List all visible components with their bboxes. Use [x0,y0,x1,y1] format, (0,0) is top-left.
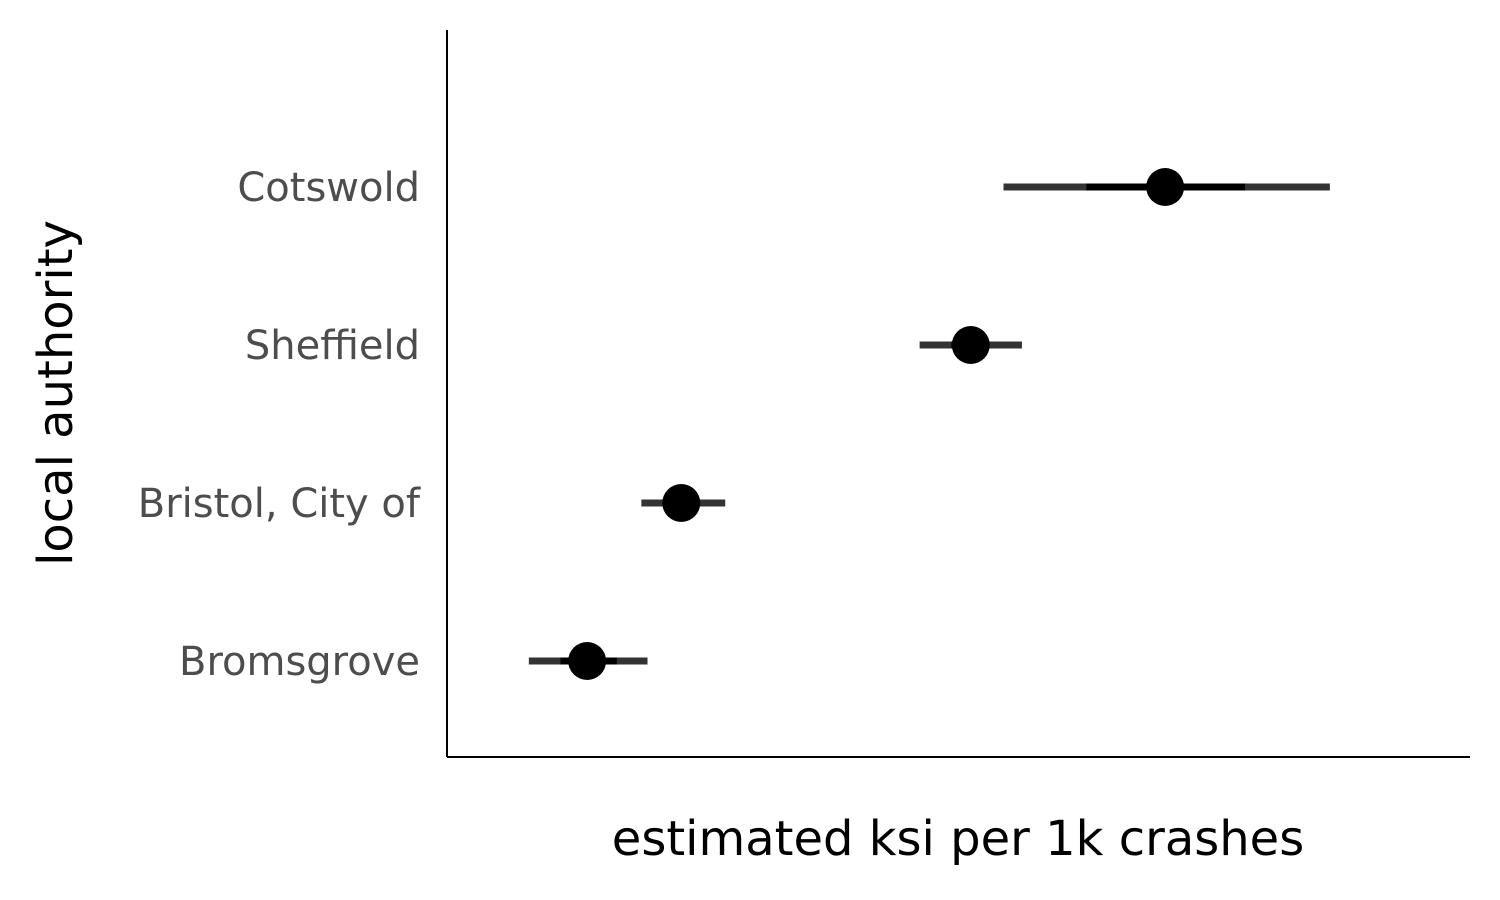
point-estimate-bromsgrove [568,642,607,680]
category-label-bristol-city-of: Bristol, City of [138,481,421,527]
x-axis-title: estimated ksi per 1k crashes [612,811,1304,867]
point-estimate-bristol-city-of [662,484,701,522]
category-label-cotswold: Cotswold [237,165,420,211]
point-estimate-sheffield [951,326,990,364]
category-label-sheffield: Sheffield [245,323,420,369]
y-axis-title: local authority [28,220,84,566]
chart-marks: Bromsgrove Bristol, City of Sheffield Cotsw… [138,165,1330,685]
point-estimate-cotswold [1146,168,1185,206]
category-label-bromsgrove: Bromsgrove [179,639,420,685]
